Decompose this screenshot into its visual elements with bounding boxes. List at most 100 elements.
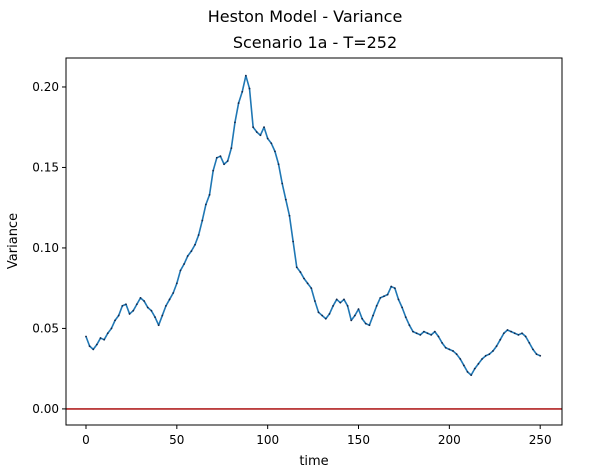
data-point [215,156,218,159]
data-point [154,316,156,319]
data-point [99,337,102,339]
series-layer [85,74,542,376]
data-point [524,335,527,338]
data-point [379,296,382,299]
data-point [212,169,215,172]
data-point [194,243,196,246]
data-point [353,314,356,317]
data-point [303,277,305,280]
data-point [299,271,302,273]
data-point [310,287,313,290]
x-tick-label: 150 [347,433,370,447]
data-point [255,131,258,133]
data-point [237,102,240,104]
data-point [419,333,422,336]
data-point [314,300,316,302]
data-point [259,134,262,137]
data-point [335,298,338,301]
data-point [393,287,396,290]
data-point [183,263,186,265]
data-point [492,350,494,352]
data-point [165,304,167,307]
plot-area [66,58,562,425]
data-point [288,214,291,217]
data-point [539,354,542,357]
data-point [364,322,367,325]
data-point [397,298,400,301]
data-point [488,353,491,356]
data-point [324,317,327,320]
data-point [143,300,146,302]
data-point [521,332,523,335]
data-point [306,282,309,285]
data-point [95,343,98,346]
data-point [117,314,120,317]
data-point [415,332,418,335]
data-point [535,353,538,356]
data-point [452,350,454,352]
data-point [263,126,265,129]
data-point [114,319,116,322]
plot-frame [65,57,563,426]
data-point [205,203,207,206]
data-point [146,306,149,309]
data-point [412,330,414,333]
data-point [270,142,273,145]
data-point [172,292,175,294]
data-point [513,332,516,335]
data-point [328,313,331,315]
data-point [284,198,287,201]
data-point [139,296,142,299]
data-point [226,160,229,162]
data-point [248,87,251,90]
data-point [241,90,244,93]
data-point [441,342,443,344]
series-line-0 [85,74,541,376]
data-point [274,150,276,153]
data-point [386,293,389,296]
data-point [219,155,222,158]
x-axis-label: time [299,454,328,469]
data-point [426,332,429,335]
data-point [470,374,473,376]
data-point [528,342,531,344]
data-point [517,333,520,336]
data-point [495,345,498,348]
x-axis: 0 50 100 150 200 250 [82,425,552,447]
data-point [317,311,320,314]
x-tick-label: 250 [529,433,552,447]
data-point [85,335,87,338]
data-point [266,137,269,140]
data-point [499,338,502,341]
data-point [383,295,385,298]
data-point [375,304,378,307]
data-point [502,332,505,335]
data-point [423,330,425,333]
data-point [346,304,349,307]
data-point [168,298,171,301]
data-point [473,367,476,370]
data-point [455,353,458,356]
data-point [132,309,135,312]
data-point [437,335,440,338]
x-tick-label: 50 [169,433,184,447]
data-point [125,303,127,306]
data-point [433,330,436,333]
data-point [357,308,360,311]
chart-subtitle: Scenario 1a - T=252 [233,33,397,52]
data-point [484,354,487,357]
y-tick-label: 0.00 [32,402,59,416]
data-point [179,269,182,272]
data-point [244,74,247,77]
data-point [150,309,153,312]
data-point [466,370,469,373]
y-tick-label: 0.20 [32,80,59,94]
data-point [481,358,483,360]
data-point [401,306,404,309]
x-tick-label: 200 [438,433,461,447]
data-point [161,314,164,317]
data-point [223,163,225,166]
data-point [128,313,131,315]
x-tick-label: 100 [256,433,279,447]
